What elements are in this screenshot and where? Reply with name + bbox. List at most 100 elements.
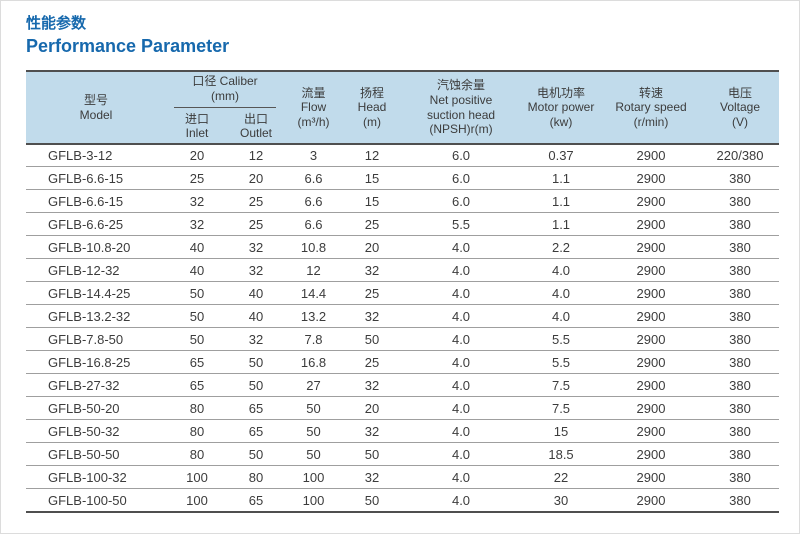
header-model-zh: 型号 bbox=[83, 92, 108, 107]
cell-head: 32 bbox=[343, 258, 402, 283]
cell-head: 50 bbox=[343, 442, 402, 467]
header-npsh-en1: Net positive bbox=[429, 92, 493, 107]
performance-parameter-table: 型号 Model 口径 Caliber (mm) 流量 Flow (m³/h) … bbox=[26, 70, 780, 513]
cell-rotary-speed: 2900 bbox=[601, 189, 702, 214]
cell-model: GFLB-6.6-25 bbox=[26, 212, 166, 237]
header-npsh-en2: suction head bbox=[426, 107, 496, 122]
header-voltage: 电压 Voltage (V) bbox=[701, 70, 780, 145]
cell-motor-power: 7.5 bbox=[521, 373, 602, 398]
header-voltage-zh: 电压 bbox=[728, 85, 753, 100]
cell-voltage: 380 bbox=[701, 189, 780, 214]
cell-inlet: 80 bbox=[166, 419, 228, 444]
cell-voltage: 380 bbox=[701, 235, 780, 260]
table-row: GFLB-100-50 100 65 100 50 4.0 30 2900 380 bbox=[26, 488, 780, 513]
cell-flow: 7.8 bbox=[284, 327, 344, 352]
cell-head: 25 bbox=[343, 212, 402, 237]
table-row: GFLB-6.6-25 32 25 6.6 25 5.5 1.1 2900 380 bbox=[26, 212, 780, 237]
cell-outlet: 25 bbox=[228, 212, 285, 237]
cell-inlet: 65 bbox=[166, 373, 228, 398]
cell-inlet: 25 bbox=[166, 166, 228, 191]
cell-inlet: 100 bbox=[166, 488, 228, 513]
cell-voltage: 380 bbox=[701, 304, 780, 329]
header-rotary-speed-unit: (r/min) bbox=[633, 114, 669, 129]
cell-voltage: 220/380 bbox=[701, 143, 780, 168]
cell-inlet: 32 bbox=[166, 212, 228, 237]
cell-rotary-speed: 2900 bbox=[601, 396, 702, 421]
cell-flow: 6.6 bbox=[284, 166, 344, 191]
cell-voltage: 380 bbox=[701, 488, 780, 513]
cell-model: GFLB-3-12 bbox=[26, 143, 166, 168]
cell-motor-power: 1.1 bbox=[521, 189, 602, 214]
header-flow-unit: (m³/h) bbox=[297, 114, 330, 129]
cell-npsh: 4.0 bbox=[401, 281, 522, 306]
header-outlet: 出口 Outlet bbox=[228, 109, 285, 145]
cell-rotary-speed: 2900 bbox=[601, 166, 702, 191]
cell-inlet: 20 bbox=[166, 143, 228, 168]
cell-outlet: 50 bbox=[228, 373, 285, 398]
cell-outlet: 40 bbox=[228, 281, 285, 306]
page-title-zh: 性能参数 bbox=[26, 15, 87, 32]
header-model-en: Model bbox=[79, 107, 113, 122]
cell-flow: 50 bbox=[284, 419, 344, 444]
cell-npsh: 4.0 bbox=[401, 350, 522, 375]
cell-model: GFLB-16.8-25 bbox=[26, 350, 166, 375]
cell-flow: 100 bbox=[284, 465, 344, 490]
cell-voltage: 380 bbox=[701, 327, 780, 352]
cell-outlet: 65 bbox=[228, 419, 285, 444]
cell-outlet: 50 bbox=[228, 442, 285, 467]
cell-head: 50 bbox=[343, 488, 402, 513]
cell-npsh: 4.0 bbox=[401, 258, 522, 283]
cell-model: GFLB-50-20 bbox=[26, 396, 166, 421]
cell-motor-power: 5.5 bbox=[521, 327, 602, 352]
cell-voltage: 380 bbox=[701, 419, 780, 444]
cell-motor-power: 7.5 bbox=[521, 396, 602, 421]
header-inlet-en: Inlet bbox=[185, 126, 209, 141]
header-caliber-line2: (mm) bbox=[211, 88, 239, 103]
cell-outlet: 32 bbox=[228, 327, 285, 352]
header-head: 扬程 Head (m) bbox=[343, 70, 402, 145]
cell-motor-power: 30 bbox=[521, 488, 602, 513]
table-row: GFLB-6.6-15 32 25 6.6 15 6.0 1.1 2900 380 bbox=[26, 189, 780, 214]
cell-flow: 10.8 bbox=[284, 235, 344, 260]
cell-rotary-speed: 2900 bbox=[601, 281, 702, 306]
cell-npsh: 4.0 bbox=[401, 396, 522, 421]
cell-motor-power: 18.5 bbox=[521, 442, 602, 467]
cell-head: 20 bbox=[343, 235, 402, 260]
header-motor-power: 电机功率 Motor power (kw) bbox=[521, 70, 602, 145]
table-row: GFLB-3-12 20 12 3 12 6.0 0.37 2900 220/380 bbox=[26, 143, 780, 168]
cell-npsh: 4.0 bbox=[401, 327, 522, 352]
header-inlet-zh: 进口 bbox=[184, 111, 209, 126]
cell-outlet: 40 bbox=[228, 304, 285, 329]
cell-npsh: 6.0 bbox=[401, 189, 522, 214]
cell-model: GFLB-6.6-15 bbox=[26, 189, 166, 214]
cell-model: GFLB-6.6-15 bbox=[26, 166, 166, 191]
cell-head: 50 bbox=[343, 327, 402, 352]
cell-rotary-speed: 2900 bbox=[601, 143, 702, 168]
cell-npsh: 4.0 bbox=[401, 419, 522, 444]
header-npsh-zh: 汽蚀余量 bbox=[437, 78, 486, 93]
cell-npsh: 6.0 bbox=[401, 143, 522, 168]
table-header: 型号 Model 口径 Caliber (mm) 流量 Flow (m³/h) … bbox=[26, 70, 780, 145]
header-outlet-en: Outlet bbox=[240, 126, 273, 141]
header-npsh: 汽蚀余量 Net positive suction head (NPSH)r(m… bbox=[401, 70, 522, 145]
cell-rotary-speed: 2900 bbox=[601, 465, 702, 490]
cell-motor-power: 1.1 bbox=[521, 212, 602, 237]
cell-rotary-speed: 2900 bbox=[601, 442, 702, 467]
header-inlet: 进口 Inlet bbox=[166, 109, 228, 145]
header-caliber-line1: 口径 Caliber bbox=[192, 74, 258, 89]
header-head-en: Head bbox=[357, 100, 387, 115]
cell-motor-power: 4.0 bbox=[521, 258, 602, 283]
cell-inlet: 80 bbox=[166, 442, 228, 467]
table-body: GFLB-3-12 20 12 3 12 6.0 0.37 2900 220/380 GFLB-6… bbox=[26, 143, 780, 513]
table-row: GFLB-27-32 65 50 27 32 4.0 7.5 2900 380 bbox=[26, 373, 780, 398]
cell-outlet: 32 bbox=[228, 258, 285, 283]
cell-inlet: 32 bbox=[166, 189, 228, 214]
header-npsh-unit: (NPSH)r(m) bbox=[429, 122, 493, 137]
cell-flow: 100 bbox=[284, 488, 344, 513]
cell-model: GFLB-14.4-25 bbox=[26, 281, 166, 306]
header-motor-power-en: Motor power bbox=[527, 100, 595, 115]
cell-inlet: 80 bbox=[166, 396, 228, 421]
cell-npsh: 4.0 bbox=[401, 488, 522, 513]
cell-rotary-speed: 2900 bbox=[601, 212, 702, 237]
cell-rotary-speed: 2900 bbox=[601, 327, 702, 352]
